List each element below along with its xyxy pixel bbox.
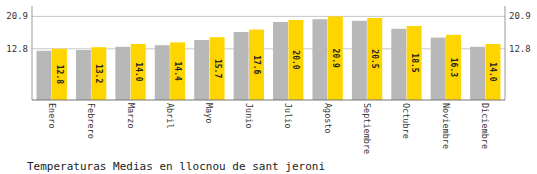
x-tick-label: Diciembre: [480, 103, 490, 149]
bar: [91, 47, 106, 100]
x-tick-label: Abril: [165, 103, 175, 129]
x-tick-label: Febrero: [86, 103, 96, 139]
y2-tick-label: 12.8: [509, 44, 531, 54]
chart-container: 12.8 13.2 14.0 14.4 15.7 17.6 20.0 20.9 20.5 18.5…: [0, 0, 537, 174]
bar: [131, 44, 146, 100]
bar: [155, 45, 170, 100]
x-tick-label: Noviembre: [441, 103, 451, 149]
bar: [312, 19, 327, 100]
bar: [485, 44, 500, 100]
bar: [288, 20, 303, 100]
bar: [210, 37, 225, 100]
bar: [76, 50, 91, 100]
data-label: 20.5: [370, 49, 379, 68]
x-tick-label: Enero: [47, 103, 57, 129]
x-tick-label: Marzo: [126, 103, 136, 129]
title: Temperaturas Medias en llocnou de sant j…: [27, 160, 325, 173]
data-label: 14.0: [134, 62, 143, 81]
bar: [391, 29, 406, 100]
x-tick-label: Junio: [244, 103, 254, 129]
data-label: 15.7: [213, 59, 222, 78]
bar: [352, 21, 367, 100]
bar: [407, 26, 422, 100]
bar: [234, 32, 249, 100]
bar: [170, 42, 185, 100]
data-label: 18.5: [410, 53, 419, 72]
data-label: 17.6: [252, 55, 261, 74]
chart: 12.8 13.2 14.0 14.4 15.7 17.6 20.0 20.9 20.5 18.5…: [0, 0, 537, 174]
data-label: 20.9: [331, 49, 340, 68]
x-tick-label: Octubre: [401, 103, 411, 139]
x-tick-label: Julio: [283, 103, 293, 129]
x-tick-label: Mayo: [204, 103, 214, 123]
data-label: 13.2: [94, 64, 103, 83]
y2-axis-line: [505, 6, 506, 100]
y-tick-label: 20.9: [6, 11, 28, 21]
data-labels: 12.8 13.2 14.0 14.4 15.7 17.6 20.0 20.9 20.5 18.5…: [55, 49, 498, 85]
x-tick-label: Agosto: [323, 103, 333, 134]
bar: [249, 30, 264, 100]
bars: [37, 16, 501, 100]
y-axis-line: [32, 6, 33, 100]
y2-tick-label: 20.9: [509, 11, 531, 21]
bar: [470, 47, 485, 100]
data-label: 14.0: [488, 62, 497, 81]
baseline: [32, 99, 505, 100]
bar: [115, 47, 130, 100]
data-label: 14.4: [173, 62, 182, 81]
bar: [446, 35, 461, 100]
x-tick-label: Septiembre: [362, 103, 372, 154]
bar: [194, 40, 209, 100]
bar: [52, 49, 67, 100]
grid-line: [32, 16, 505, 17]
bar: [328, 16, 343, 100]
data-label: 16.3: [449, 58, 458, 77]
bar: [431, 38, 446, 100]
bar: [367, 18, 382, 100]
data-label: 20.0: [291, 50, 300, 69]
bar: [37, 51, 52, 100]
bar: [273, 22, 288, 100]
data-label: 12.8: [55, 65, 64, 84]
y-tick-label: 12.8: [6, 44, 28, 54]
